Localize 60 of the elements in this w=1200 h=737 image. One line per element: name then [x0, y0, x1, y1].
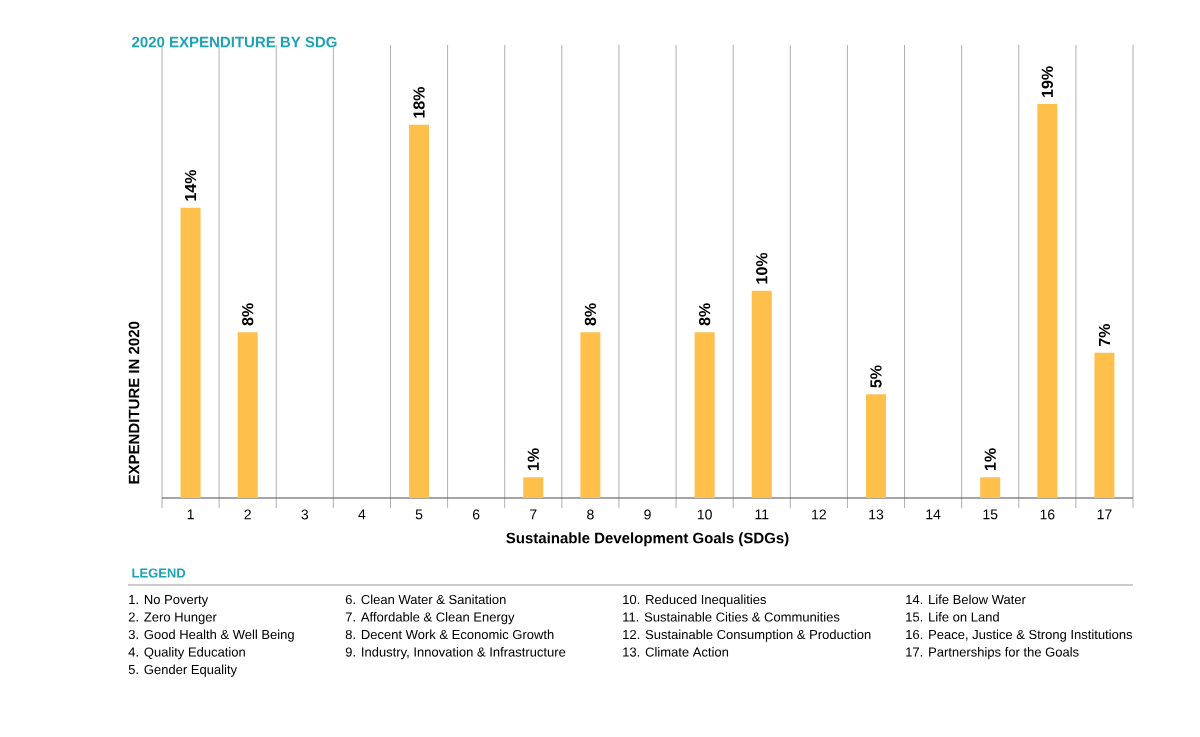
- text: 10. Reduced Inequalities: [623, 594, 767, 607]
- x-tick-label: 11: [755, 509, 769, 520]
- x-tick-label: 10: [697, 509, 712, 520]
- data-label: 1%: [984, 448, 996, 471]
- x-tick-label: 5: [415, 509, 423, 520]
- data-label: 5%: [870, 365, 882, 388]
- x-tick-label: 14: [926, 509, 941, 520]
- bar: [1037, 104, 1058, 498]
- data-label: 8%: [242, 303, 254, 326]
- data-label: 19%: [1041, 66, 1053, 97]
- x-tick-label: 2: [244, 509, 251, 520]
- text: 5. Gender Equality: [128, 664, 238, 677]
- text: LEGEND: [132, 568, 186, 578]
- text: 11. Sustainable Cities & Communities: [623, 612, 840, 622]
- x-tick-label: 16: [1040, 509, 1055, 520]
- y-axis-title: EXPENDITURE IN 2020: [128, 321, 140, 484]
- text: 2. Zero Hunger: [128, 612, 217, 625]
- data-label: 7%: [1098, 323, 1111, 346]
- x-tick-label: 12: [812, 509, 826, 520]
- bar: [1094, 352, 1115, 498]
- text: 3. Good Health & Well Being: [128, 629, 294, 642]
- x-axis-title: Sustainable Development Goals (SDGs): [506, 532, 789, 547]
- x-tick-label: 6: [472, 509, 480, 520]
- text: 1. No Poverty: [129, 595, 209, 607]
- data-label: 10%: [756, 252, 768, 284]
- x-tick-label: 1: [187, 509, 194, 520]
- x-tick-label: 15: [983, 509, 998, 520]
- bar: [580, 332, 601, 498]
- data-label: 18%: [413, 87, 425, 118]
- bar: [980, 477, 1001, 498]
- x-tick-label: 9: [644, 509, 651, 520]
- text: 16. Peace, Justice & Strong Institutions: [906, 629, 1133, 642]
- x-tick-label: 3: [301, 509, 309, 520]
- chart-title: 2020 EXPENDITURE BY SDG: [132, 36, 337, 48]
- bar: [523, 477, 544, 498]
- text: 15. Life on Land: [906, 612, 999, 622]
- text: 8. Decent Work & Economic Growth: [345, 629, 554, 640]
- bar: [409, 124, 430, 498]
- x-tick-label: 7: [530, 509, 537, 520]
- text: 17. Partnerships for the Goals: [906, 647, 1079, 660]
- data-label: 8%: [584, 303, 597, 326]
- x-tick-label: 17: [1097, 509, 1112, 520]
- data-label: 8%: [698, 303, 711, 326]
- x-tick-label: 8: [587, 509, 594, 520]
- bar: [751, 290, 772, 498]
- data-label: 14%: [184, 169, 197, 201]
- text: 9. Industry, Innovation & Infrastructure: [345, 647, 566, 660]
- text: 14. Life Below Water: [906, 594, 1026, 605]
- text: 4. Quality Education: [128, 647, 245, 660]
- bar: [694, 332, 715, 498]
- x-tick-label: 4: [358, 509, 366, 520]
- bar: [180, 207, 201, 498]
- x-tick-label: 13: [869, 509, 884, 520]
- bar: [237, 332, 258, 498]
- bar: [865, 394, 886, 498]
- text: 12. Sustainable Consumption & Production: [623, 629, 871, 642]
- data-label: 1%: [527, 448, 539, 471]
- text: 6. Clean Water & Sanitation: [345, 594, 506, 605]
- text: 7. Affordable & Clean Energy: [345, 612, 515, 625]
- text: 13. Climate Action: [623, 647, 729, 657]
